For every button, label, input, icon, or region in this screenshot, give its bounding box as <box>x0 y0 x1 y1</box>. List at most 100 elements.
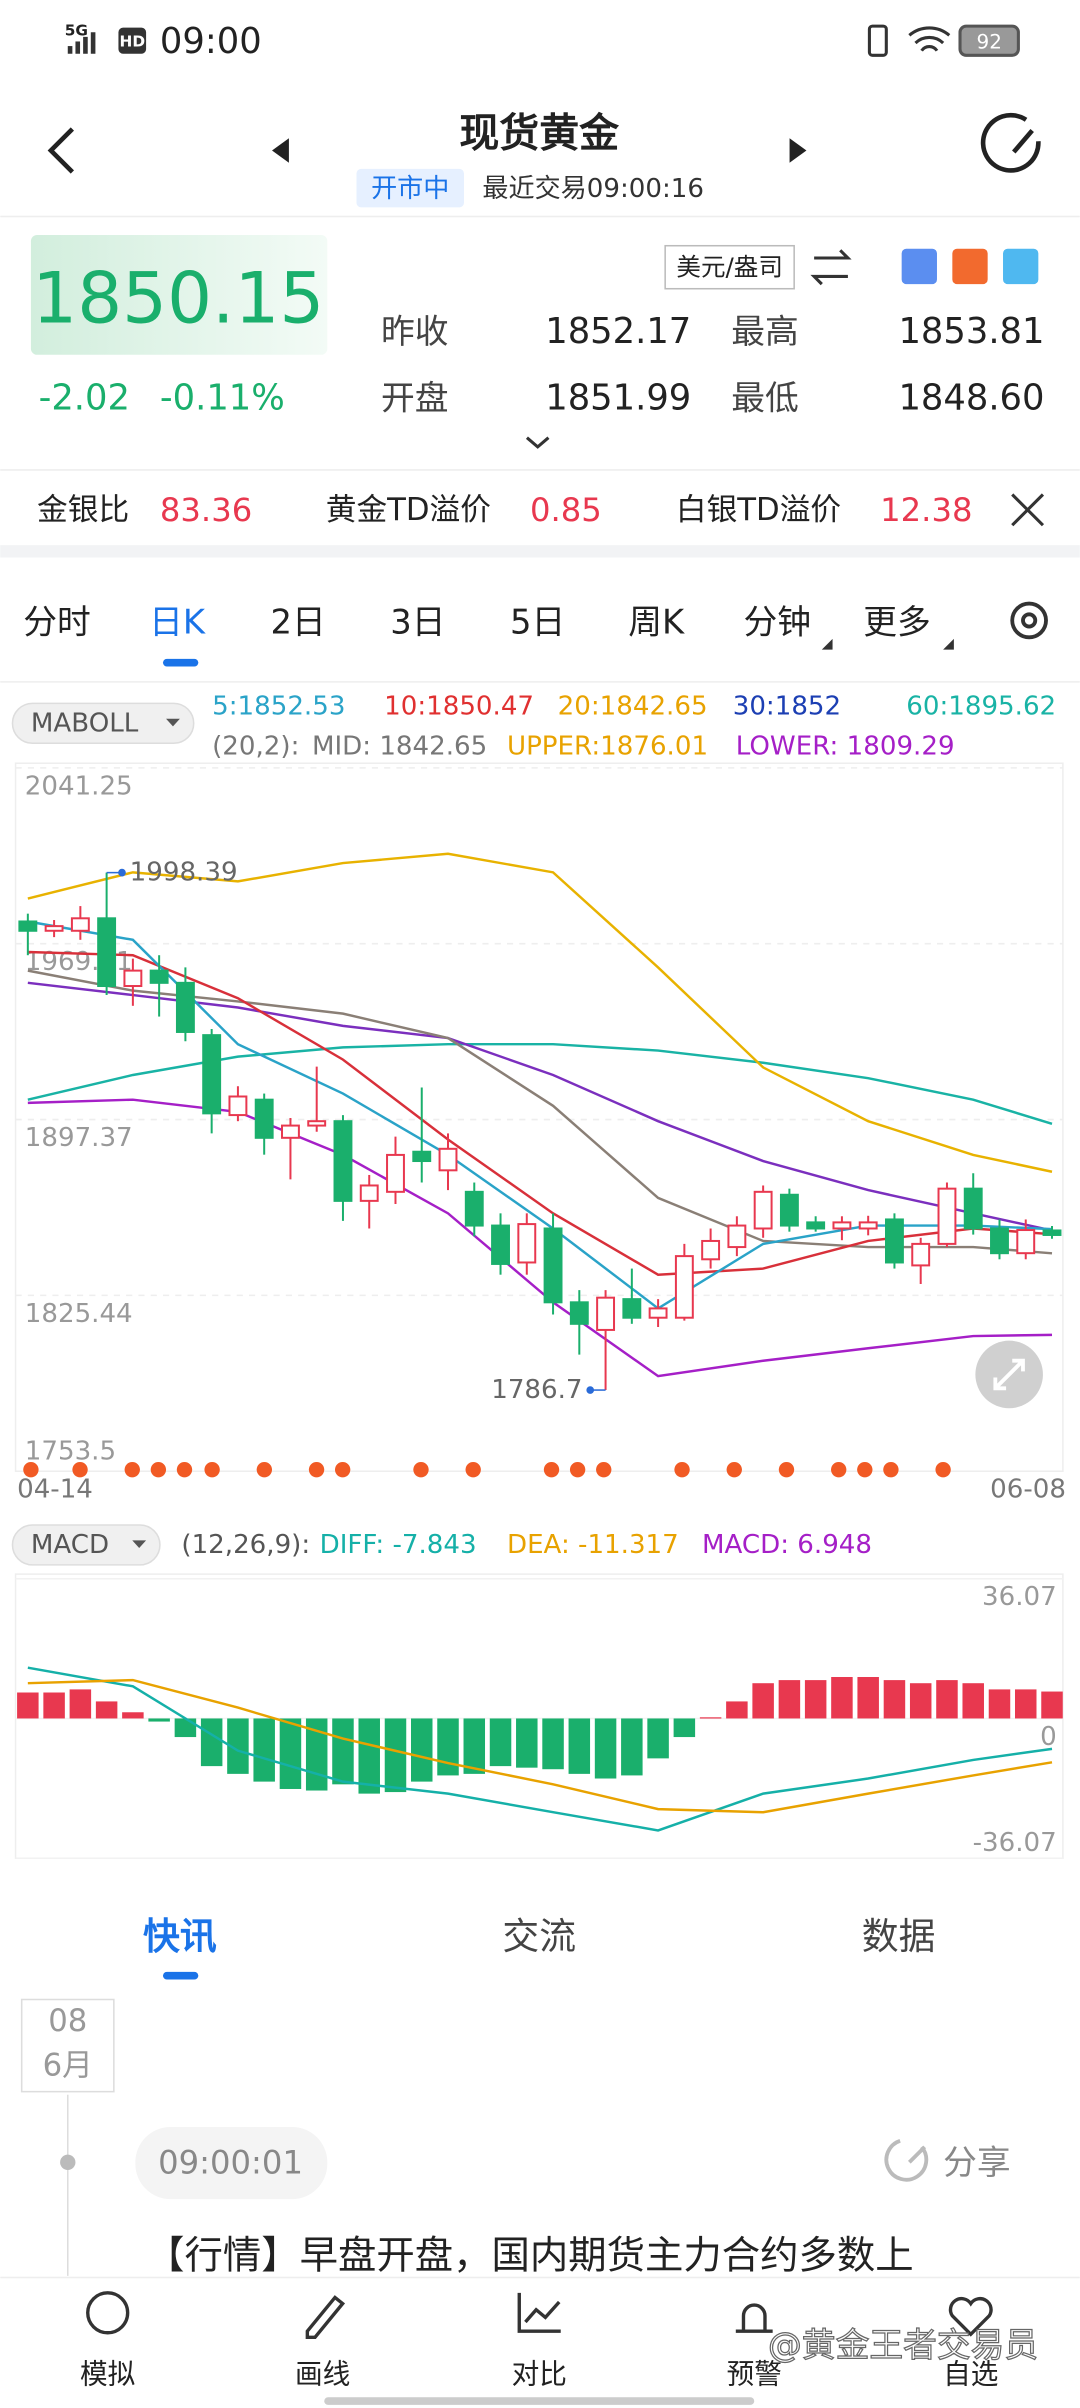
macd-chart: 36.07 0 -36.07 <box>15 1577 1063 1859</box>
macd-bar <box>726 1701 748 1719</box>
stat-value: 1848.60 <box>898 377 1044 418</box>
candle-body <box>123 969 143 988</box>
expand[interactable] <box>525 436 550 449</box>
macd-bar <box>909 1683 932 1719</box>
macd-legend: DEA: -11.317 <box>507 1530 679 1560</box>
candle-body <box>333 1120 353 1202</box>
candle-body <box>44 925 64 932</box>
ratio-value: 83.36 <box>160 491 252 529</box>
change-pct: -0.11% <box>160 377 285 418</box>
candle-body <box>622 1298 642 1319</box>
y-tick-label: 36.07 <box>982 1582 1057 1612</box>
candle-body <box>543 1227 563 1304</box>
macd-bar <box>883 1680 906 1719</box>
unit-box[interactable] <box>664 244 795 290</box>
nav-item[interactable]: 画线 <box>295 2358 350 2391</box>
macd-bar <box>568 1718 591 1774</box>
candle-body <box>149 969 169 984</box>
candle-body <box>97 917 117 988</box>
home-indicator <box>324 2397 755 2405</box>
prev[interactable] <box>272 138 289 163</box>
tab[interactable]: 3日 <box>390 602 445 641</box>
candle-body <box>517 1223 537 1264</box>
macd-bar <box>95 1701 118 1719</box>
chart-frame <box>14 1573 1064 1859</box>
indicator: MACD <box>31 1530 109 1560</box>
candle-body <box>386 1153 405 1193</box>
news-tab[interactable]: 交流 <box>502 1915 576 1958</box>
y-tick-label: 0 <box>1040 1722 1057 1752</box>
fullscreen[interactable] <box>975 1340 1043 1409</box>
tab[interactable]: 周K <box>628 602 685 641</box>
tab[interactable]: 分钟 <box>743 602 811 641</box>
indicator-pill[interactable] <box>11 1524 161 1566</box>
macd-bar <box>17 1692 39 1719</box>
icon[interactable] <box>1003 248 1039 285</box>
ma-legend: 10:1850.47 <box>384 691 534 721</box>
boll-legend: MID: 1842.65 <box>312 731 487 761</box>
candle-body <box>228 1095 248 1117</box>
candle-body <box>18 920 38 932</box>
macd-bar <box>200 1718 223 1767</box>
change: -2.02 <box>39 377 130 418</box>
tab-underline <box>162 658 199 667</box>
month: 6月 <box>43 2048 93 2084</box>
icon[interactable] <box>952 248 988 285</box>
annotation-dot <box>118 868 126 877</box>
tab[interactable]: 更多 <box>863 602 931 641</box>
news-tab-active[interactable]: 快讯 <box>143 1915 217 1958</box>
candle-body <box>359 1184 379 1202</box>
settings[interactable] <box>1010 601 1048 640</box>
candle-body <box>412 1150 432 1163</box>
date-box <box>20 1998 115 2093</box>
swap[interactable] <box>810 249 852 286</box>
network: 5G <box>65 22 88 40</box>
candle-body <box>1042 1229 1062 1236</box>
tab-active[interactable]: 日K <box>149 602 206 641</box>
close[interactable] <box>1011 493 1045 527</box>
candle-body <box>281 1124 300 1139</box>
nav-item[interactable]: 对比 <box>512 2358 567 2391</box>
macd-bar <box>43 1692 65 1719</box>
news-text[interactable]: 【行情】早盘开盘，国内期货主力合约多数上 <box>146 2233 914 2278</box>
macd-bar <box>411 1718 433 1782</box>
dropdown <box>166 718 180 727</box>
macd-bar <box>542 1718 564 1770</box>
ratio-label: 金银比 <box>37 492 129 528</box>
ma-legend: 60:1895.62 <box>906 691 1056 721</box>
annotation-dot <box>586 1386 595 1394</box>
back[interactable] <box>47 127 75 174</box>
share[interactable]: 分享 <box>943 2143 1011 2182</box>
share-icon[interactable] <box>884 2138 929 2182</box>
macd-bar <box>647 1718 669 1759</box>
indicator-pill[interactable] <box>11 702 195 745</box>
macd-bar <box>227 1718 249 1774</box>
candle-body <box>701 1239 721 1261</box>
chart-frame <box>14 762 1064 1472</box>
candle-body <box>779 1193 799 1227</box>
y-tick-label: 1825.44 <box>25 1299 133 1329</box>
ratio-label: 白银TD溢价 <box>676 492 841 528</box>
candle-body <box>990 1227 1009 1255</box>
news-tab[interactable]: 数据 <box>862 1915 936 1958</box>
main-chart: 2041.251969.311897.371825.441753.51998.3… <box>15 767 1063 1472</box>
clock: 09:00 <box>160 21 262 62</box>
indicator: MABOLL <box>31 708 139 738</box>
stat-label: 最低 <box>731 378 799 417</box>
next[interactable] <box>789 138 807 163</box>
tab[interactable]: 分时 <box>23 602 91 641</box>
refresh[interactable] <box>980 112 1041 173</box>
nav-item[interactable]: 模拟 <box>80 2358 135 2391</box>
candle-body <box>307 1120 327 1127</box>
macd-bar <box>988 1689 1011 1719</box>
ma-legend: 20:1842.65 <box>558 691 708 721</box>
price-box <box>30 234 328 355</box>
tab[interactable]: 5日 <box>510 602 565 641</box>
nav-item[interactable]: 自选 <box>943 2358 998 2391</box>
event-dots <box>23 1462 951 1478</box>
icon[interactable] <box>901 248 937 285</box>
macd-bar <box>122 1712 144 1719</box>
tab[interactable]: 2日 <box>270 602 325 641</box>
hd-badge <box>118 27 147 54</box>
nav-item[interactable]: 预警 <box>727 2358 782 2391</box>
